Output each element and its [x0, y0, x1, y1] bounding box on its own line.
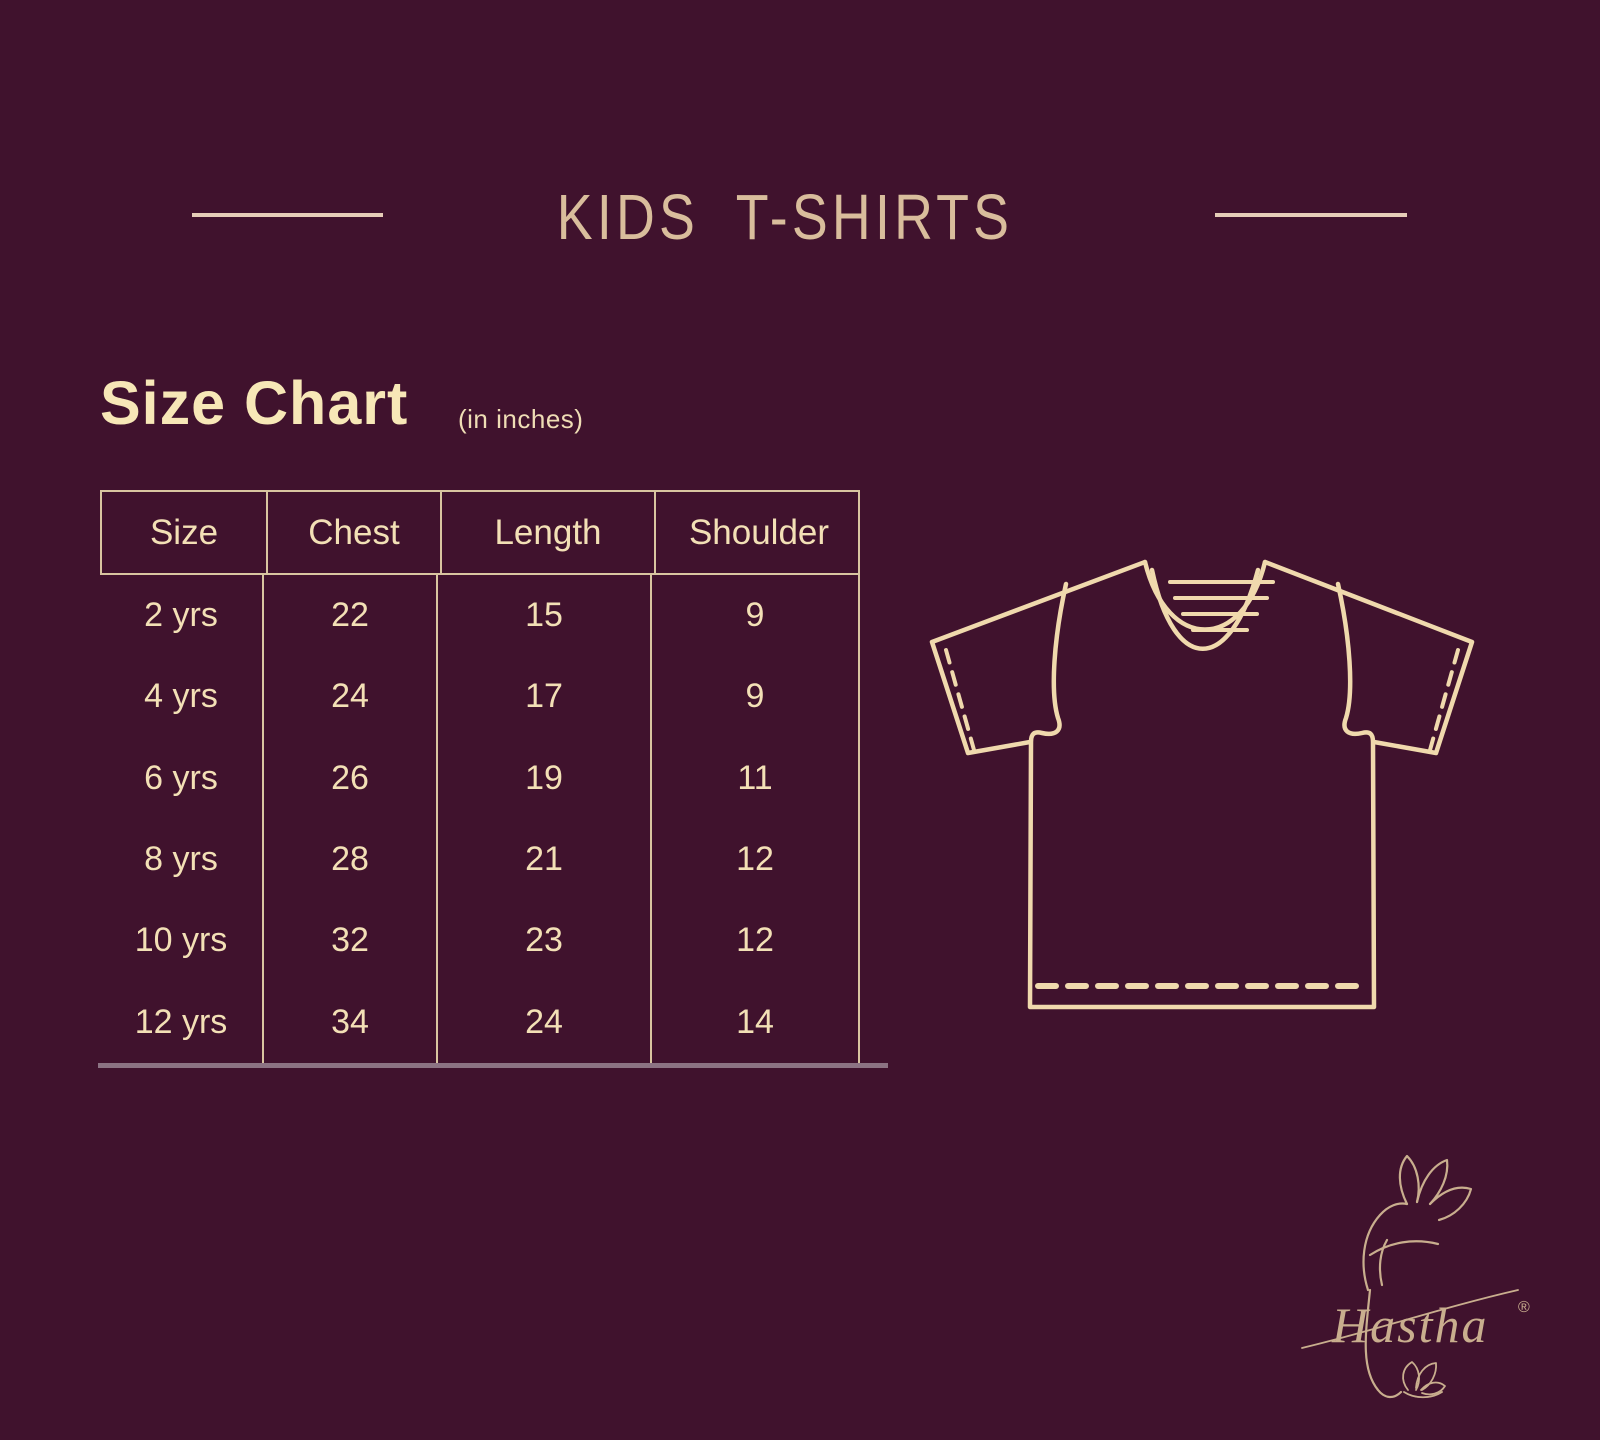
table-cell: 19	[438, 737, 652, 819]
size-chart-heading: Size Chart	[100, 369, 409, 437]
registered-mark: ®	[1518, 1299, 1530, 1316]
table-cell: 6 yrs	[100, 737, 264, 819]
table-cell: 22	[264, 575, 438, 657]
table-cell: 12	[652, 900, 860, 982]
column-header-size: Size	[149, 512, 219, 552]
table-cell: 2 yrs	[100, 575, 264, 657]
table-row: 4 yrs 24 17 9	[100, 656, 860, 738]
hand-mudra-icon	[1362, 1154, 1473, 1399]
size-table-body: 2 yrs 22 15 9 4 yrs 24 17 9 6 yrs 26 19 11 8 yrs 28 21…	[100, 575, 860, 1063]
table-cell: 14	[652, 981, 860, 1063]
table-cell: 12	[652, 819, 860, 901]
table-cell: 17	[438, 656, 652, 738]
table-cell: 9	[652, 656, 860, 738]
column-header-shoulder: Shoulder	[654, 492, 862, 573]
logo-wordmark: Hastha	[1331, 1297, 1488, 1353]
table-row: 8 yrs 28 21 12	[100, 819, 860, 901]
table-cell: 34	[264, 981, 438, 1063]
table-cell: 26	[264, 737, 438, 819]
table-row: 10 yrs 32 23 12	[100, 900, 860, 982]
table-cell: 15	[438, 575, 652, 657]
table-cell: 32	[264, 900, 438, 982]
table-cell: 10 yrs	[100, 900, 264, 982]
column-header-length: Length	[440, 492, 654, 573]
tshirt-icon	[929, 559, 1475, 1010]
table-cell: 21	[438, 819, 652, 901]
logo-flourish-line	[1301, 1289, 1519, 1349]
table-cell: 9	[652, 575, 860, 657]
lotus-icon	[1402, 1361, 1446, 1399]
column-header-chest: Chest	[266, 492, 440, 573]
table-cell: 23	[438, 900, 652, 982]
table-cell: 12 yrs	[100, 981, 264, 1063]
table-cell: 4 yrs	[100, 656, 264, 738]
table-cell: 28	[264, 819, 438, 901]
table-row: 2 yrs 22 15 9	[100, 575, 860, 657]
table-row: 6 yrs 26 19 11	[100, 737, 860, 819]
table-row: 12 yrs 34 24 14	[100, 981, 860, 1063]
page-title: KIDS T-SHIRTS	[556, 181, 1014, 253]
size-table: Size Chest Length Shoulder 2 yrs 22 15 9 4 yrs 2…	[100, 490, 860, 1063]
table-cell: 8 yrs	[100, 819, 264, 901]
size-table-header-row: Size Chest Length Shoulder	[100, 490, 860, 575]
hastha-logo-graphic: Hastha ®	[1301, 1154, 1530, 1399]
table-bottom-rule	[98, 1063, 888, 1068]
title-rule-right	[1215, 213, 1407, 217]
table-cell: 11	[652, 737, 860, 819]
tshirt-outline-illustration	[880, 520, 1520, 1040]
unit-note: (in inches)	[458, 404, 584, 434]
table-cell: 24	[438, 981, 652, 1063]
title-rule-left	[192, 213, 383, 217]
hastha-logo: Hastha ®	[1290, 1140, 1590, 1440]
table-cell: 24	[264, 656, 438, 738]
